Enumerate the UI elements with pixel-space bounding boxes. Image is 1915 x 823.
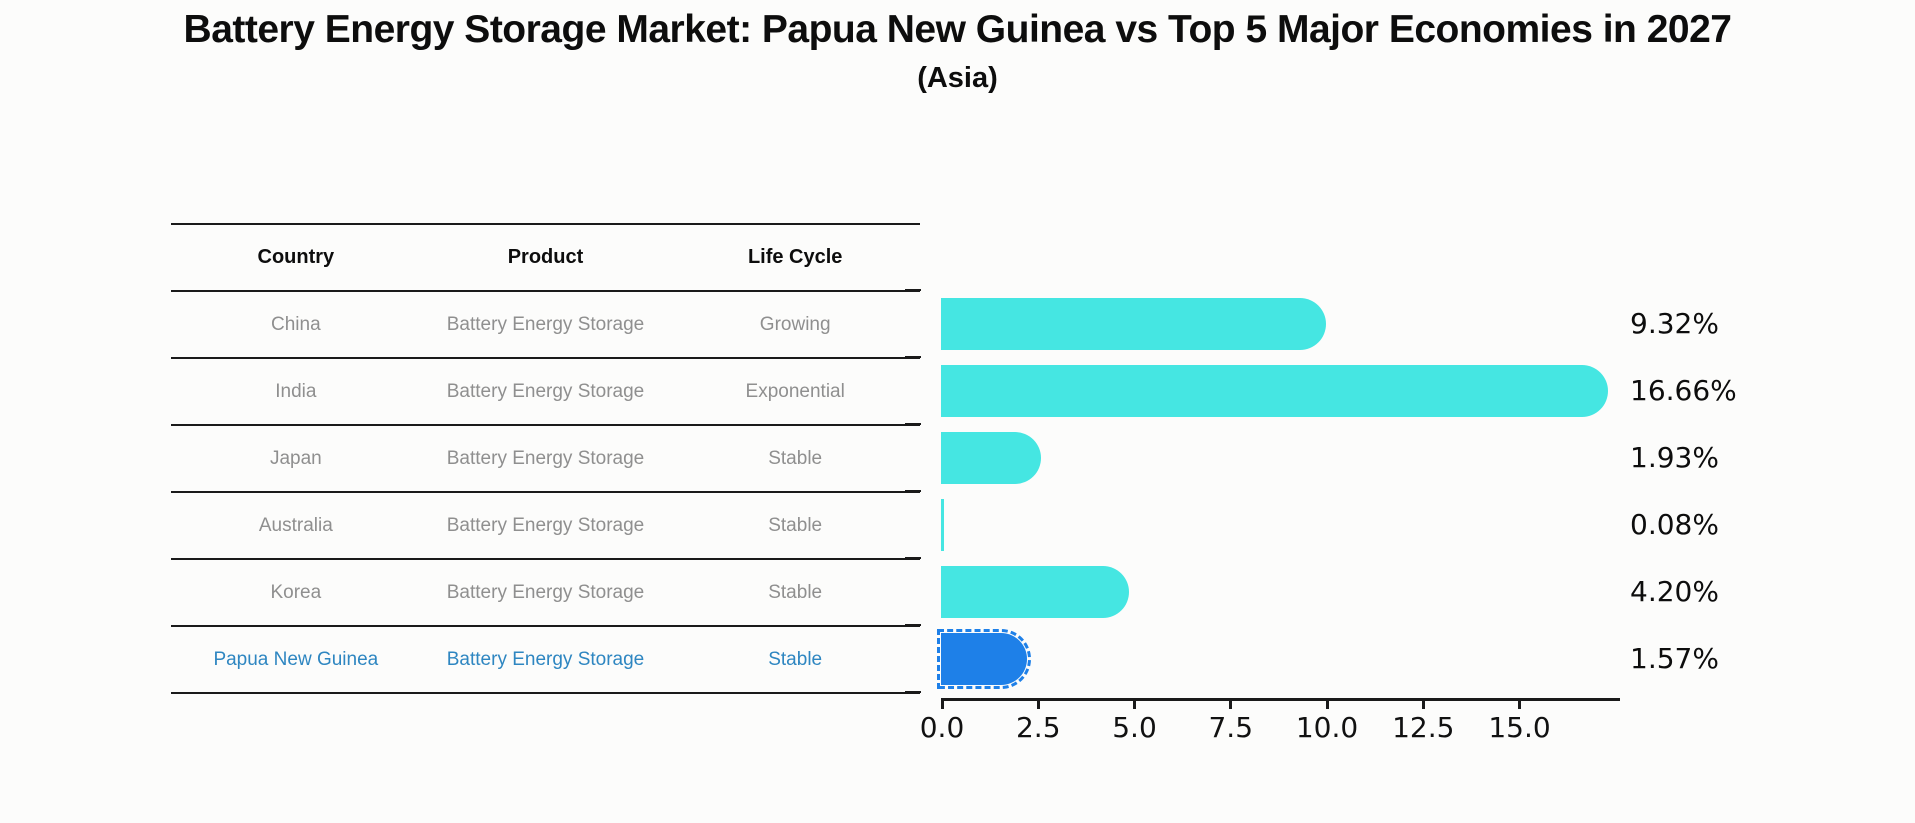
x-axis-tick xyxy=(1518,700,1521,709)
x-axis-tick-label: 15.0 xyxy=(1488,711,1551,744)
cell-country: Japan xyxy=(269,447,322,469)
x-axis-tick xyxy=(1133,700,1136,709)
cell-lifecycle: Stable xyxy=(768,447,823,469)
bar-papua-new-guinea xyxy=(936,628,1032,689)
country-table: Country Product Life Cycle China Battery … xyxy=(171,223,920,694)
value-label-australia: 0.08% xyxy=(1630,507,1719,541)
cell-country: Australia xyxy=(258,514,333,536)
x-axis-tick xyxy=(1421,700,1425,709)
cell-product: Battery Energy Storage xyxy=(446,447,645,469)
cell-lifecycle: Growing xyxy=(759,313,831,335)
value-label-korea: 4.20% xyxy=(1630,574,1719,608)
cell-product: Battery Energy Storage xyxy=(446,648,645,670)
cell-lifecycle: Exponential xyxy=(745,380,845,402)
value-label-papua-new-guinea: 1.57% xyxy=(1630,641,1719,675)
chart-subtitle: (Asia) xyxy=(917,62,998,94)
x-axis-tick-label: 0.0 xyxy=(919,711,965,744)
table-row: India Battery Energy Storage Exponential xyxy=(171,357,920,424)
column-header-country: Country xyxy=(257,246,335,268)
y-axis-tick xyxy=(905,691,921,693)
table-row: China Battery Energy Storage Growing xyxy=(171,290,920,357)
y-axis-tick xyxy=(905,423,921,425)
bar-india xyxy=(941,364,1609,417)
x-axis-tick xyxy=(1036,700,1040,709)
bar-china xyxy=(941,297,1326,350)
cell-product: Battery Energy Storage xyxy=(446,313,645,335)
cell-product: Battery Energy Storage xyxy=(446,380,645,402)
cell-country: India xyxy=(275,380,317,402)
x-axis-line xyxy=(941,698,1620,701)
x-axis-tick xyxy=(1229,700,1233,709)
chart-title: Battery Energy Storage Market: Papua New… xyxy=(183,8,1732,51)
y-axis-tick xyxy=(905,624,921,626)
x-axis-tick xyxy=(940,700,944,709)
table-row: Korea Battery Energy Storage Stable xyxy=(171,558,920,625)
value-label-japan: 1.93% xyxy=(1630,440,1719,474)
bar-japan xyxy=(941,431,1042,484)
column-header-lifecycle: Life Cycle xyxy=(747,246,843,268)
cell-lifecycle: Stable xyxy=(768,581,823,603)
table-header-row: Country Product Life Cycle xyxy=(171,223,920,290)
x-axis-tick xyxy=(1325,700,1329,709)
cell-lifecycle: Stable xyxy=(768,648,823,670)
bar-australia xyxy=(941,498,945,551)
x-axis-tick-label: 7.5 xyxy=(1208,711,1254,744)
x-axis-tick-label: 10.0 xyxy=(1295,711,1359,744)
y-axis-tick xyxy=(905,289,921,291)
y-axis-tick xyxy=(905,490,921,492)
table-row: Papua New Guinea Battery Energy Storage St… xyxy=(171,625,920,694)
x-axis-tick-label: 2.5 xyxy=(1015,711,1061,744)
cell-country: Papua New Guinea xyxy=(213,648,379,670)
column-header-product: Product xyxy=(507,246,584,268)
y-axis-tick xyxy=(905,557,921,559)
x-axis-tick-label: 5.0 xyxy=(1112,711,1157,744)
x-axis-tick-label: 12.5 xyxy=(1392,711,1455,744)
table-row: Japan Battery Energy Storage Stable xyxy=(171,424,920,491)
table-row: Australia Battery Energy Storage Stable xyxy=(171,491,920,558)
cell-lifecycle: Stable xyxy=(768,514,823,536)
bar-korea xyxy=(941,565,1129,618)
value-label-india: 16.66% xyxy=(1630,373,1737,407)
value-label-china: 9.32% xyxy=(1630,306,1719,340)
y-axis-tick xyxy=(905,356,921,358)
cell-product: Battery Energy Storage xyxy=(446,514,645,536)
cell-country: Korea xyxy=(270,581,322,603)
cell-country: China xyxy=(271,313,321,335)
cell-product: Battery Energy Storage xyxy=(446,581,645,603)
